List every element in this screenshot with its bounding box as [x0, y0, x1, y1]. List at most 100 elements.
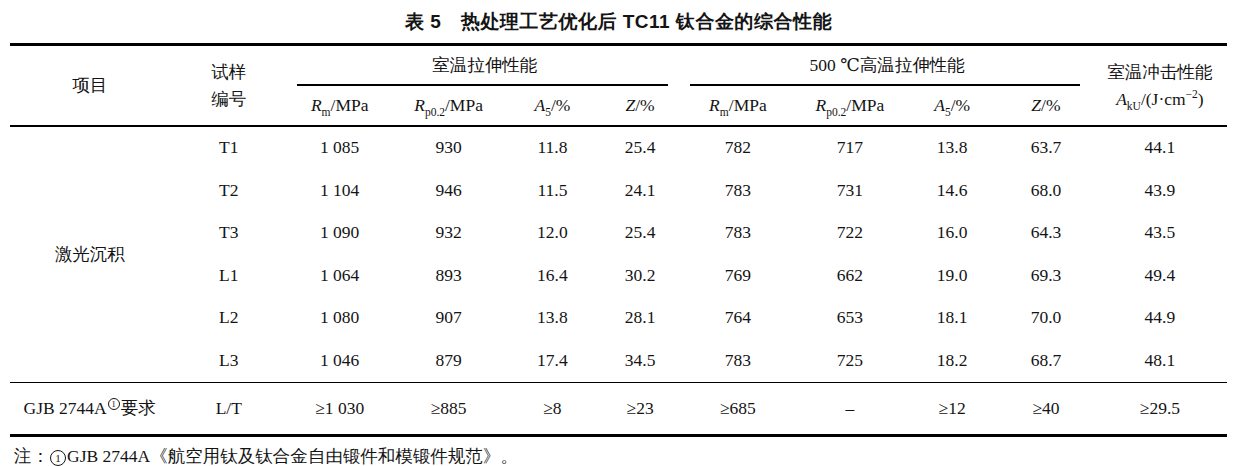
properties-table: 项目 试样 编号 室温拉伸性能 500 ℃高温拉伸性能 室温冲击性能 AkU/(…: [10, 43, 1227, 437]
sample-id-cell: L2: [169, 297, 288, 340]
value-cell: 893: [391, 255, 506, 298]
value-cell: 19.0: [905, 255, 999, 298]
value-cell: 24.1: [599, 170, 682, 213]
value-cell: 25.4: [599, 126, 682, 170]
value-cell: ≥885: [391, 383, 506, 436]
value-cell: 49.4: [1093, 255, 1227, 298]
sample-id-cell: T3: [169, 212, 288, 255]
value-cell: 11.5: [506, 170, 599, 213]
value-cell: 64.3: [999, 212, 1093, 255]
value-cell: 907: [391, 297, 506, 340]
col-header-rp02-room: Rp0.2/MPa: [391, 86, 506, 126]
value-cell: 932: [391, 212, 506, 255]
value-cell: 11.8: [506, 126, 599, 170]
col-header-z-high: Z/%: [999, 86, 1093, 126]
value-cell: ≥8: [506, 383, 599, 436]
value-cell: 30.2: [599, 255, 682, 298]
value-cell: 653: [794, 297, 905, 340]
value-cell: 946: [391, 170, 506, 213]
value-cell: 25.4: [599, 212, 682, 255]
sample-id-cell: L/T: [169, 383, 288, 436]
col-header-rm-room: Rm/MPa: [288, 86, 391, 126]
note-prefix: 注：: [14, 446, 49, 466]
value-cell: 1 090: [288, 212, 391, 255]
requirement-row: GJB 2744A1要求 L/T ≥1 030 ≥885 ≥8 ≥23 ≥685…: [10, 383, 1227, 436]
value-cell: 70.0: [999, 297, 1093, 340]
value-cell: 14.6: [905, 170, 999, 213]
sample-header-line1: 试样: [169, 59, 288, 85]
value-cell: 28.1: [599, 297, 682, 340]
value-cell: 1 046: [288, 340, 391, 383]
table-row: T3 1 090 932 12.0 25.4 783 722 16.0 64.3…: [10, 212, 1227, 255]
col-header-item: 项目: [10, 45, 169, 127]
table-row: L2 1 080 907 13.8 28.1 764 653 18.1 70.0…: [10, 297, 1227, 340]
footnote-marker-icon: 1: [50, 450, 66, 466]
table-row: T2 1 104 946 11.5 24.1 783 731 14.6 68.0…: [10, 170, 1227, 213]
value-cell: 769: [681, 255, 794, 298]
value-cell: 782: [681, 126, 794, 170]
value-cell: 44.1: [1093, 126, 1227, 170]
value-cell: ≥23: [599, 383, 682, 436]
value-cell: 725: [794, 340, 905, 383]
value-cell: 783: [681, 212, 794, 255]
value-cell: ≥685: [681, 383, 794, 436]
impact-subscript: kU: [1127, 99, 1141, 111]
impact-symbol: A: [1116, 89, 1127, 109]
table-row: 激光沉积 T1 1 085 930 11.8 25.4 782 717 13.8…: [10, 126, 1227, 170]
sample-id-cell: L1: [169, 255, 288, 298]
value-cell: 43.5: [1093, 212, 1227, 255]
value-cell: 722: [794, 212, 905, 255]
value-cell: 63.7: [999, 126, 1093, 170]
note-text: GJB 2744A《航空用钛及钛合金自由锻件和模锻件规范》。: [67, 446, 518, 466]
value-cell: 879: [391, 340, 506, 383]
sample-header-line2: 编号: [169, 86, 288, 112]
value-cell: 18.1: [905, 297, 999, 340]
footnote-marker-icon: 1: [108, 398, 120, 410]
group-header-high-temp-tensile: 500 ℃高温拉伸性能: [681, 45, 1092, 87]
value-cell: 34.5: [599, 340, 682, 383]
group-header-room-tensile: 室温拉伸性能: [288, 45, 681, 87]
value-cell: 48.1: [1093, 340, 1227, 383]
value-cell: 16.0: [905, 212, 999, 255]
value-cell: 43.9: [1093, 170, 1227, 213]
impact-unit: /(J·cm: [1141, 89, 1186, 109]
impact-header-formula: AkU/(J·cm−2): [1093, 86, 1227, 112]
table-row: L3 1 046 879 17.4 34.5 783 725 18.2 68.7…: [10, 340, 1227, 383]
value-cell: 1 085: [288, 126, 391, 170]
value-cell: 930: [391, 126, 506, 170]
value-cell: ≥12: [905, 383, 999, 436]
sample-id-cell: T2: [169, 170, 288, 213]
group-header-room-tensile-label: 室温拉伸性能: [432, 55, 537, 75]
table-row: L1 1 064 893 16.4 30.2 769 662 19.0 69.3…: [10, 255, 1227, 298]
value-cell: 16.4: [506, 255, 599, 298]
value-cell: 783: [681, 170, 794, 213]
impact-exponent: −2: [1186, 88, 1198, 100]
col-header-a5-high: A5/%: [905, 86, 999, 126]
value-cell: 764: [681, 297, 794, 340]
value-cell: 12.0: [506, 212, 599, 255]
col-header-a5-room: A5/%: [506, 86, 599, 126]
value-cell: 44.9: [1093, 297, 1227, 340]
value-cell: 717: [794, 126, 905, 170]
value-cell: 1 064: [288, 255, 391, 298]
requirement-label-prefix: GJB 2744A: [24, 398, 107, 418]
sample-id-cell: L3: [169, 340, 288, 383]
col-header-sample-id: 试样 编号: [169, 45, 288, 127]
value-cell: 783: [681, 340, 794, 383]
sample-id-cell: T1: [169, 126, 288, 170]
value-cell: 13.8: [506, 297, 599, 340]
group-header-high-temp-tensile-label: 500 ℃高温拉伸性能: [810, 55, 965, 75]
value-cell: 662: [794, 255, 905, 298]
table-note: 注：1GJB 2744A《航空用钛及钛合金自由锻件和模锻件规范》。: [14, 445, 1237, 466]
value-cell: ≥40: [999, 383, 1093, 436]
value-cell: 1 104: [288, 170, 391, 213]
impact-unit-close: ): [1198, 89, 1204, 109]
table-caption: 表 5 热处理工艺优化后 TC11 钛合金的综合性能: [0, 0, 1237, 43]
requirement-label-cell: GJB 2744A1要求: [10, 383, 169, 436]
requirement-label-suffix: 要求: [121, 398, 156, 418]
value-cell: 68.7: [999, 340, 1093, 383]
value-cell: 69.3: [999, 255, 1093, 298]
value-cell: 17.4: [506, 340, 599, 383]
value-cell: 18.2: [905, 340, 999, 383]
value-cell: ≥1 030: [288, 383, 391, 436]
